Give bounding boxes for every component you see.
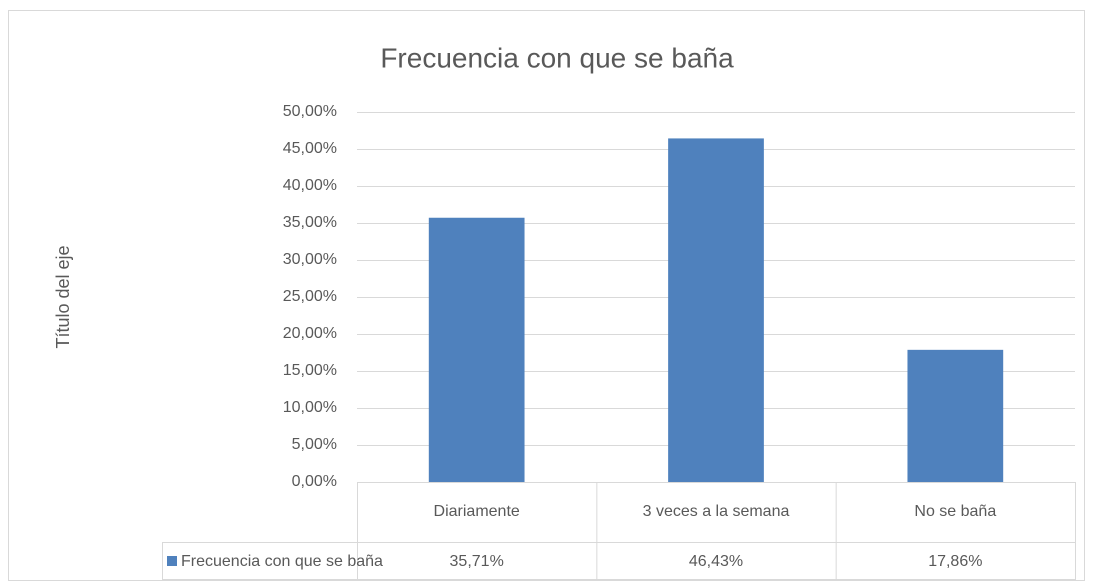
y-tick-label: 40,00% (283, 177, 337, 194)
chart-title: Frecuencia con que se baña (380, 42, 734, 73)
y-tick-label: 20,00% (283, 325, 337, 342)
y-tick-label: 5,00% (292, 436, 337, 453)
y-tick-label: 15,00% (283, 362, 337, 379)
bar (428, 217, 525, 482)
y-tick-label: 25,00% (283, 288, 337, 305)
legend-label: Frecuencia con que se baña (181, 553, 383, 570)
bar (668, 138, 764, 482)
category-cell: Diariamente (433, 502, 520, 520)
category-cell: 3 veces a la semana (642, 502, 790, 520)
category-cell: No se baña (914, 502, 997, 520)
data-table-value: 17,86% (928, 553, 982, 570)
category-cell-text: No se baña (914, 502, 997, 520)
data-table-value: 35,71% (450, 553, 504, 570)
y-axis-title: Título del eje (53, 245, 73, 348)
chart-area (8, 10, 1085, 581)
y-tick-label: 50,00% (283, 103, 337, 120)
y-tick-label: 35,00% (283, 214, 337, 231)
y-tick-label: 30,00% (283, 251, 337, 268)
data-table-value: 46,43% (689, 553, 743, 570)
y-tick-label: 10,00% (283, 399, 337, 416)
bar (907, 349, 1004, 482)
y-tick-label: 45,00% (283, 140, 337, 157)
legend-key (167, 556, 177, 566)
category-cell-text: Diariamente (433, 502, 520, 520)
y-tick-label: 0,00% (292, 473, 337, 490)
category-cell-text: 3 veces a la semana (642, 502, 790, 520)
